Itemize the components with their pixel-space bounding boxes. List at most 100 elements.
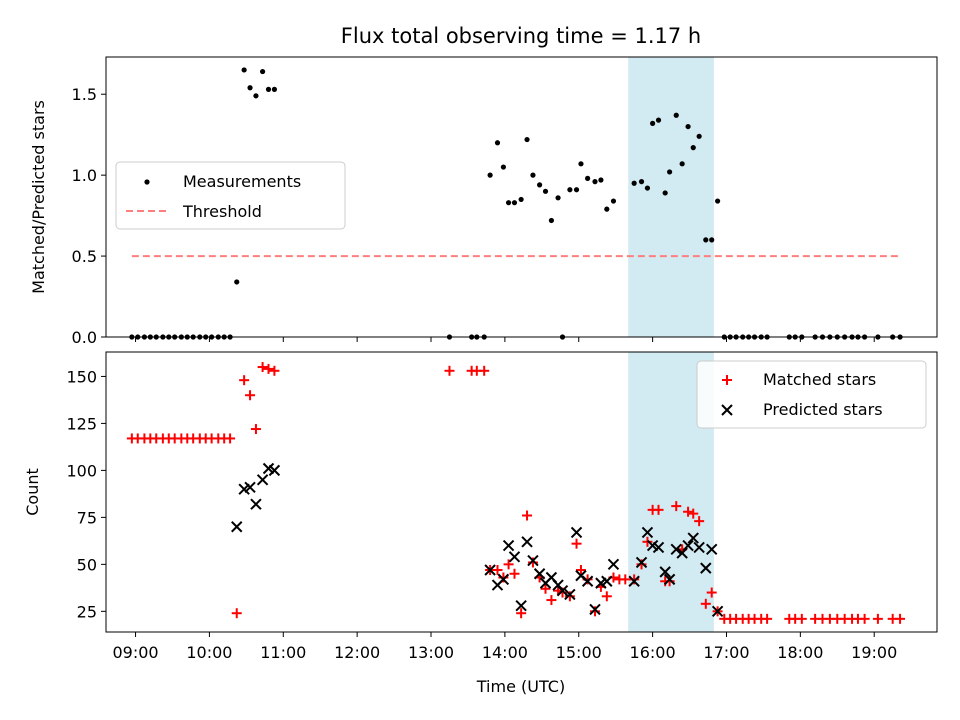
marker-stroke [262, 462, 275, 475]
matched-star-marker [540, 583, 551, 594]
predicted-star-marker [521, 536, 533, 548]
measurement-point [655, 117, 662, 123]
y-tick-label: 50 [77, 555, 97, 574]
measurement-point [631, 180, 637, 186]
matched-star-marker [601, 591, 612, 602]
matched-star-marker [269, 365, 280, 376]
predicted-star-marker [515, 599, 527, 612]
matched-star-marker [872, 613, 883, 624]
measurement-point [524, 136, 530, 143]
legend: Measurements Threshold [115, 161, 346, 230]
marker-stroke [607, 558, 620, 571]
matched-star-marker [479, 365, 490, 376]
marker-stroke [700, 562, 712, 574]
x-tick-label: 09:00 [112, 643, 158, 662]
matched-star-marker [620, 574, 631, 585]
predicted-star-marker [659, 566, 671, 578]
legend-predicted-marker [721, 404, 733, 416]
measurement-point [265, 86, 272, 92]
marker-stroke [521, 536, 533, 548]
predicted-star-marker [652, 541, 665, 554]
predicted-star-marker [570, 526, 583, 539]
matched-star-marker [664, 576, 675, 587]
predicted-star-marker [533, 568, 546, 580]
measurement-point [638, 179, 645, 185]
legend-label-measurements: Measurements [183, 172, 301, 191]
x-tick-label: 17:00 [703, 643, 749, 662]
y-tick-label: 0.5 [72, 247, 97, 266]
marker-stroke [693, 541, 705, 554]
series-matched-stars [126, 362, 906, 624]
matched-star-marker [762, 613, 773, 624]
measurement-point [234, 279, 240, 285]
measurement-point [696, 133, 702, 139]
measurement-point [259, 68, 266, 75]
marker-stroke [635, 556, 648, 569]
marker-stroke [659, 566, 671, 578]
marker-stroke [515, 599, 527, 612]
measurement-point [494, 140, 501, 146]
legend-label-threshold: Threshold [182, 202, 262, 221]
y-tick-label: 75 [77, 508, 97, 527]
matched-star-marker [683, 506, 694, 517]
matched-star-marker [231, 608, 242, 619]
legend-label-predicted: Predicted stars [763, 400, 883, 419]
measurement-point [592, 179, 598, 185]
x-tick-label: 11:00 [260, 643, 306, 662]
measurement-point [241, 67, 247, 73]
measurement-point [578, 161, 584, 167]
y-axis-label: Matched/Predicted stars [29, 100, 48, 294]
measurement-point [662, 190, 668, 196]
matched-star-marker [700, 598, 711, 609]
measurement-point [585, 175, 591, 181]
measurement-point [530, 172, 536, 178]
predicted-star-marker [564, 588, 576, 601]
x-tick-label: 16:00 [630, 643, 676, 662]
marker-stroke [552, 579, 564, 591]
measurement-point [518, 196, 524, 203]
legend-box [696, 360, 927, 429]
matched-star-marker [706, 587, 717, 598]
measurement-point [598, 177, 604, 183]
marker-stroke [545, 571, 558, 584]
matched-star-marker [250, 424, 261, 435]
measurement-point [709, 237, 715, 243]
predicted-star-marker [256, 474, 269, 486]
marker-stroke [721, 404, 733, 416]
marker-stroke [687, 532, 699, 544]
y-tick-label: 150 [66, 367, 97, 386]
measurement-point [604, 206, 610, 212]
matched-star-marker [796, 613, 807, 624]
marker-stroke [682, 539, 694, 552]
predicted-star-marker [581, 575, 594, 587]
matched-star-marker [498, 572, 509, 583]
marker-stroke [646, 539, 659, 552]
matched-star-marker [589, 606, 600, 617]
marker-stroke [601, 575, 613, 587]
predicted-star-marker [556, 584, 569, 597]
series-predicted-stars [231, 462, 724, 618]
predicted-star-marker [508, 551, 521, 563]
measurement-point [573, 187, 580, 193]
predicted-star-marker [635, 556, 648, 569]
measurement-point [667, 169, 673, 175]
matched-star-marker [688, 508, 699, 519]
matched-star-marker [522, 510, 533, 521]
measurement-point [644, 185, 651, 191]
marker-stroke [663, 573, 676, 586]
measurement-point [650, 120, 656, 126]
matched-star-marker [575, 564, 586, 575]
x-tick-label: 15:00 [556, 643, 602, 662]
highlight-span [628, 57, 714, 337]
measurement-point [690, 145, 696, 151]
matched-star-marker [503, 559, 514, 570]
marker-stroke [484, 564, 496, 576]
y-tick-label: 25 [77, 602, 97, 621]
y-axis-label: Count [23, 468, 42, 516]
y-tick-label: 1.0 [72, 166, 97, 185]
marker-stroke [575, 569, 587, 582]
matched-star-marker [694, 516, 705, 527]
measurement-point [555, 195, 561, 201]
predicted-star-marker [231, 521, 243, 533]
